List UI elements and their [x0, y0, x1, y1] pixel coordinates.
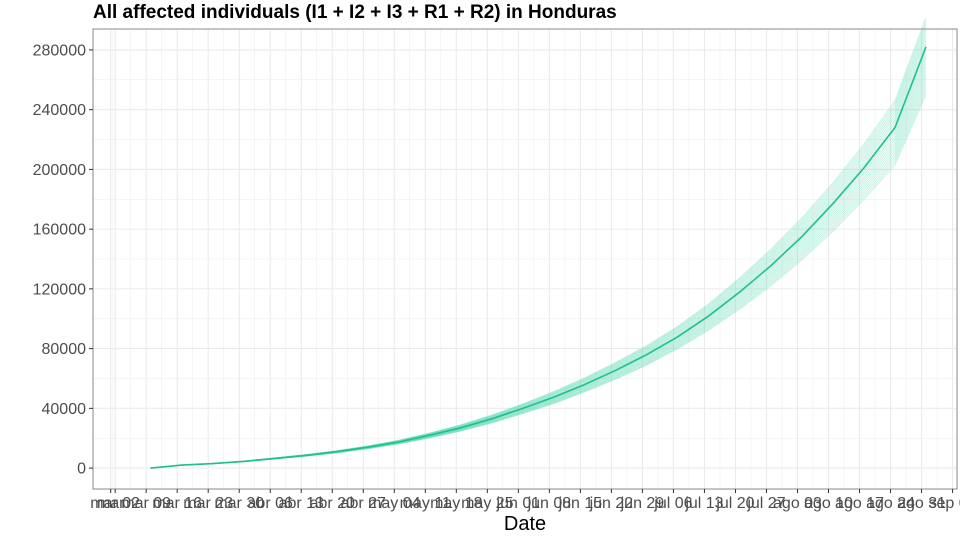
x-tick-label: ago 17 — [835, 495, 884, 512]
x-tick-label: mar 09 — [121, 495, 171, 512]
y-tick-label: 280000 — [33, 42, 86, 59]
y-tick-label: 80000 — [42, 341, 87, 358]
plot-border — [92, 28, 958, 490]
x-tick-label: jul 13 — [684, 495, 723, 512]
x-tick-label: ago 10 — [804, 495, 853, 512]
y-tick-label: 120000 — [33, 281, 86, 298]
x-tick-label: jun 01 — [496, 495, 541, 512]
x-tick-label: jul 27 — [746, 495, 785, 512]
x-tick-label: mar 30 — [214, 495, 264, 512]
x-tick-label: mar 02 — [90, 495, 140, 512]
y-tick-label: 240000 — [33, 102, 86, 119]
x-axis-title: Date — [504, 513, 546, 535]
x-tick-label: mar — [97, 495, 125, 512]
x-tick-label: may 04 — [368, 495, 421, 512]
x-tick-label: jun 22 — [589, 495, 634, 512]
x-tick-label: mar 16 — [152, 495, 202, 512]
y-tick-label: 200000 — [33, 162, 86, 179]
x-tick-label: ago 03 — [773, 495, 822, 512]
x-tick-label: sep 07 — [929, 495, 960, 512]
x-tick-label: abr 27 — [341, 495, 386, 512]
x-tick-label: may 25 — [461, 495, 514, 512]
x-tick-label: jun 29 — [620, 495, 665, 512]
x-tick-label: may 18 — [430, 495, 483, 512]
x-tick-label: may 11 — [400, 495, 451, 512]
y-tick-label: 160000 — [33, 222, 86, 239]
y-tick-label: 40000 — [42, 401, 87, 418]
x-tick-label: abr 13 — [279, 495, 324, 512]
series-line — [150, 46, 927, 469]
x-tick-label: jul 20 — [715, 495, 754, 512]
x-tick-label: jul 06 — [653, 495, 692, 512]
x-tick-label: jun 15 — [558, 495, 603, 512]
chart-title: All affected individuals (I1 + I2 + I3 +… — [93, 2, 617, 23]
x-tick-label: ago 31 — [897, 495, 946, 512]
y-tick-label: 0 — [77, 461, 86, 478]
x-tick-label: ago 24 — [866, 495, 915, 512]
x-tick-label: mar 23 — [183, 495, 233, 512]
x-tick-label: jun 08 — [527, 495, 572, 512]
x-tick-label: abr 20 — [310, 495, 355, 512]
x-tick-label: abr 06 — [248, 495, 293, 512]
